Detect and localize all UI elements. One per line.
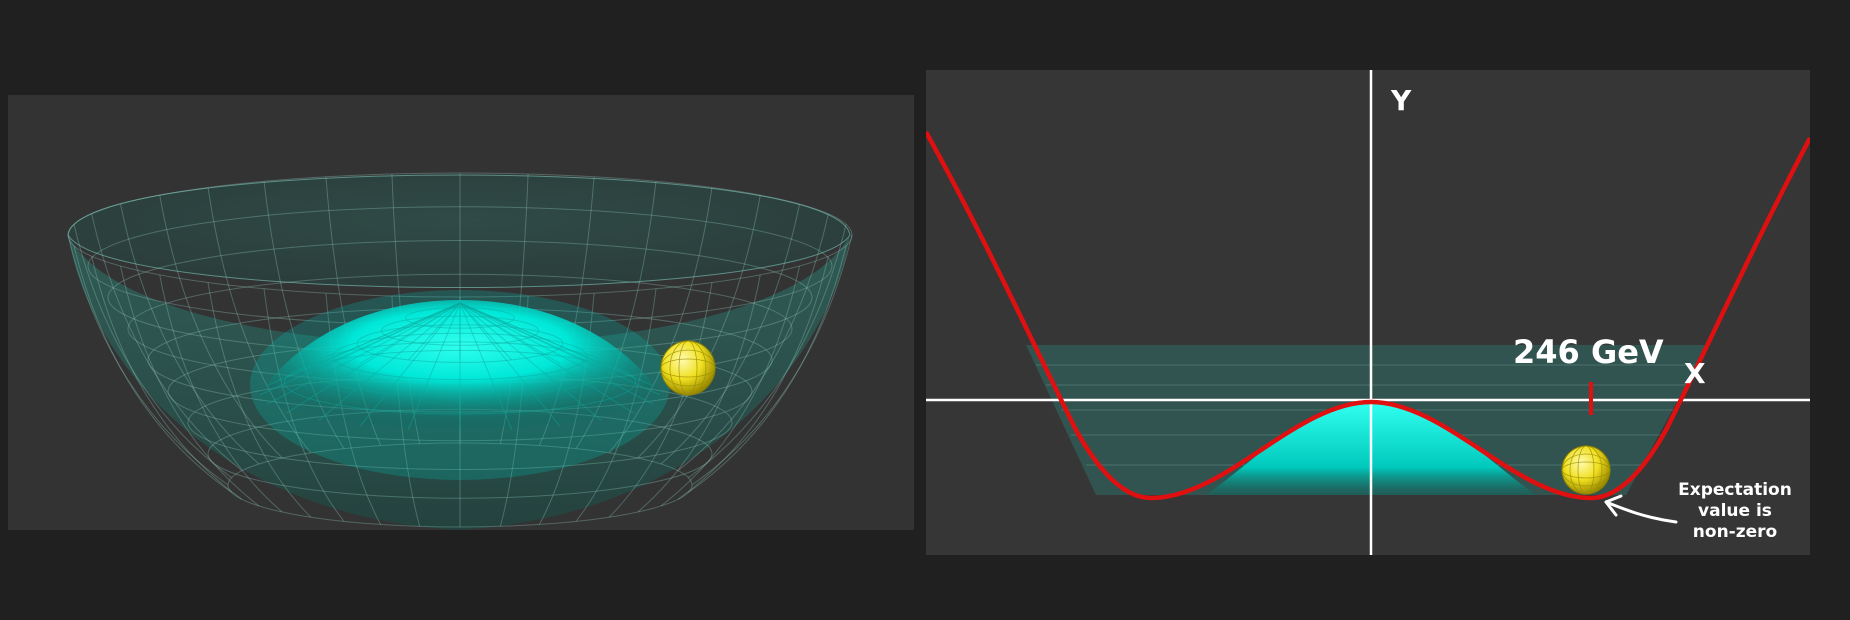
annotation-line-2: value is bbox=[1698, 501, 1772, 521]
annotation-line-3: non-zero bbox=[1693, 522, 1777, 542]
ball-in-trough-3d bbox=[660, 340, 716, 396]
energy-scale-label: 246 GeV bbox=[1513, 333, 1664, 371]
hump-grid-lines bbox=[259, 302, 661, 431]
x-axis-label: X bbox=[1684, 357, 1706, 390]
expectation-annotation: Expectation value is non-zero bbox=[1678, 480, 1792, 542]
mexican-hat-3d-panel bbox=[8, 95, 914, 530]
central-hump bbox=[258, 300, 662, 429]
y-axis-label: Y bbox=[1390, 84, 1412, 117]
bowl-back-surface bbox=[67, 174, 851, 288]
potential-cross-section-diagram: Y X 246 GeV Expectation value is non-zer… bbox=[926, 70, 1810, 555]
mexican-hat-3d-illustration bbox=[67, 172, 853, 530]
potential-cross-section-panel: Y X 246 GeV Expectation value is non-zer… bbox=[926, 70, 1810, 555]
annotation-arrow bbox=[1604, 494, 1678, 524]
ball-at-minimum bbox=[1561, 445, 1611, 495]
potential-curve bbox=[926, 130, 1810, 501]
annotation-line-1: Expectation bbox=[1678, 480, 1792, 500]
